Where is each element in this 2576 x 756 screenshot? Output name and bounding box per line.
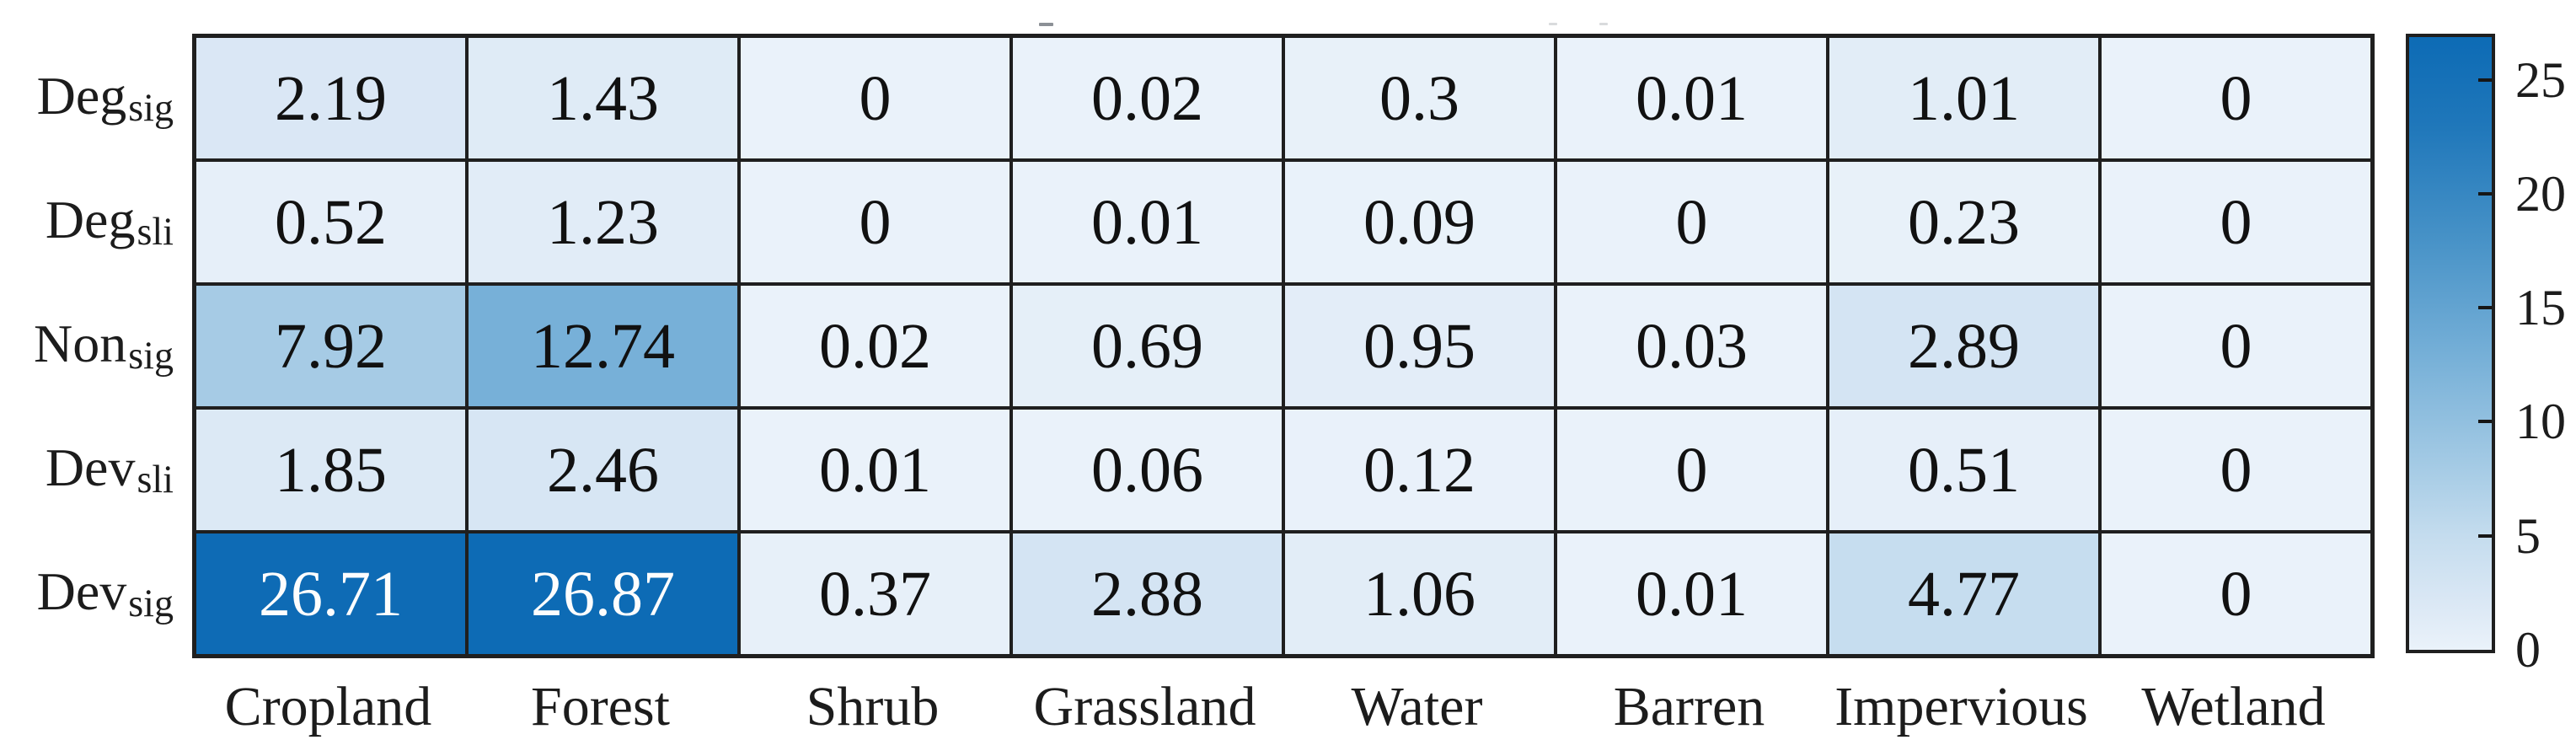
y-axis-label-subscript: sli [137, 458, 174, 501]
x-axis-label: Grassland [1033, 676, 1256, 737]
y-axis-label-base: Dev [36, 560, 127, 621]
heatmap-cell: 0.95 [1283, 284, 1556, 408]
heatmap-cell: 2.19 [195, 36, 467, 160]
heatmap-cell: 0.01 [1011, 160, 1283, 284]
crop-artifact-dash [1599, 23, 1608, 25]
heatmap-cell: 26.71 [195, 532, 467, 656]
colorbar-tick-label: 0 [2515, 622, 2541, 678]
y-axis-label-subscript: sig [128, 582, 174, 625]
heatmap-cell: 0.02 [1011, 36, 1283, 160]
colorbar-tick-label: 5 [2515, 507, 2541, 564]
x-axis-label: Water [1351, 676, 1483, 737]
heatmap-cell: 1.01 [1828, 36, 2100, 160]
heatmap-cell: 0.01 [1556, 532, 1828, 656]
colorbar-tick [2478, 191, 2492, 196]
heatmap-cell: 0 [2100, 160, 2372, 284]
y-axis-label-subscript: sig [128, 86, 174, 130]
colorbar-tick [2478, 306, 2492, 310]
y-axis-label-base: Deg [45, 189, 136, 249]
heatmap-cell: 0.12 [1283, 408, 1556, 532]
crop-artifact-dash [1549, 23, 1557, 25]
x-axis-label: Barren [1613, 676, 1765, 737]
heatmap-cell: 12.74 [467, 284, 739, 408]
x-axis-label: Shrub [806, 676, 940, 737]
y-axis-label-base: Deg [36, 65, 127, 126]
heatmap-cell: 2.88 [1011, 532, 1283, 656]
heatmap-cell: 26.87 [467, 532, 739, 656]
heatmap-cell: 0 [1556, 408, 1828, 532]
crop-artifact-dash [1039, 23, 1053, 26]
heatmap-cell: 0 [2100, 36, 2372, 160]
heatmap-cell: 0 [1556, 160, 1828, 284]
heatmap-cell: 0 [2100, 408, 2372, 532]
heatmap-grid: 2.19 1.43 0 0.02 0.3 0.01 1.01 0 0.52 1.23 0 0.01 0.… [192, 34, 2375, 658]
colorbar-tick-label: 25 [2515, 51, 2566, 108]
y-axis-label-subscript: sig [128, 334, 174, 378]
y-axis-label: Dev sli [0, 405, 184, 529]
heatmap-cell: 1.06 [1283, 532, 1556, 656]
y-axis-label-subscript: sli [137, 210, 174, 254]
heatmap-cell: 7.92 [195, 284, 467, 408]
heatmap-cell: 0.52 [195, 160, 467, 284]
heatmap-cell: 1.43 [467, 36, 739, 160]
heatmap-cell: 2.46 [467, 408, 739, 532]
x-axis-label: Forest [531, 676, 670, 737]
colorbar-tick-label: 15 [2515, 280, 2566, 336]
y-axis-label-base: Dev [45, 437, 136, 497]
x-axis-label: Cropland [224, 676, 432, 737]
colorbar-tick-label: 10 [2515, 394, 2566, 450]
heatmap-cell: 0.69 [1011, 284, 1283, 408]
heatmap-cell: 0.02 [739, 284, 1011, 408]
heatmap-cell: 0 [2100, 532, 2372, 656]
colorbar-tick-label: 20 [2515, 165, 2566, 222]
heatmap-cell: 0.09 [1283, 160, 1556, 284]
heatmap-cell: 0 [2100, 284, 2372, 408]
heatmap-cell: 0.06 [1011, 408, 1283, 532]
colorbar-tick [2478, 78, 2492, 82]
y-axis-label: Deg sli [0, 158, 184, 281]
heatmap-cell: 2.89 [1828, 284, 2100, 408]
heatmap-cell: 0.51 [1828, 408, 2100, 532]
y-axis-label: Dev sig [0, 529, 184, 653]
heatmap-cell: 0.03 [1556, 284, 1828, 408]
heatmap-cell: 4.77 [1828, 532, 2100, 656]
colorbar-tick [2478, 533, 2492, 538]
colorbar [2406, 34, 2495, 653]
heatmap-cell: 0.23 [1828, 160, 2100, 284]
heatmap-cell: 0 [739, 36, 1011, 160]
y-axis-label-base: Non [34, 313, 127, 373]
x-axis-label: Wetland [2141, 676, 2326, 737]
colorbar-tick [2478, 420, 2492, 424]
y-axis-label: Non sig [0, 281, 184, 405]
heatmap-cell: 0.37 [739, 532, 1011, 656]
heatmap-cell: 0.01 [1556, 36, 1828, 160]
heatmap-cell: 0.01 [739, 408, 1011, 532]
heatmap-cell: 0 [739, 160, 1011, 284]
y-axis-label: Deg sig [0, 34, 184, 158]
heatmap-cell: 1.23 [467, 160, 739, 284]
heatmap-cell: 1.85 [195, 408, 467, 532]
x-axis-label: Impervious [1834, 676, 2088, 737]
heatmap-cell: 0.3 [1283, 36, 1556, 160]
